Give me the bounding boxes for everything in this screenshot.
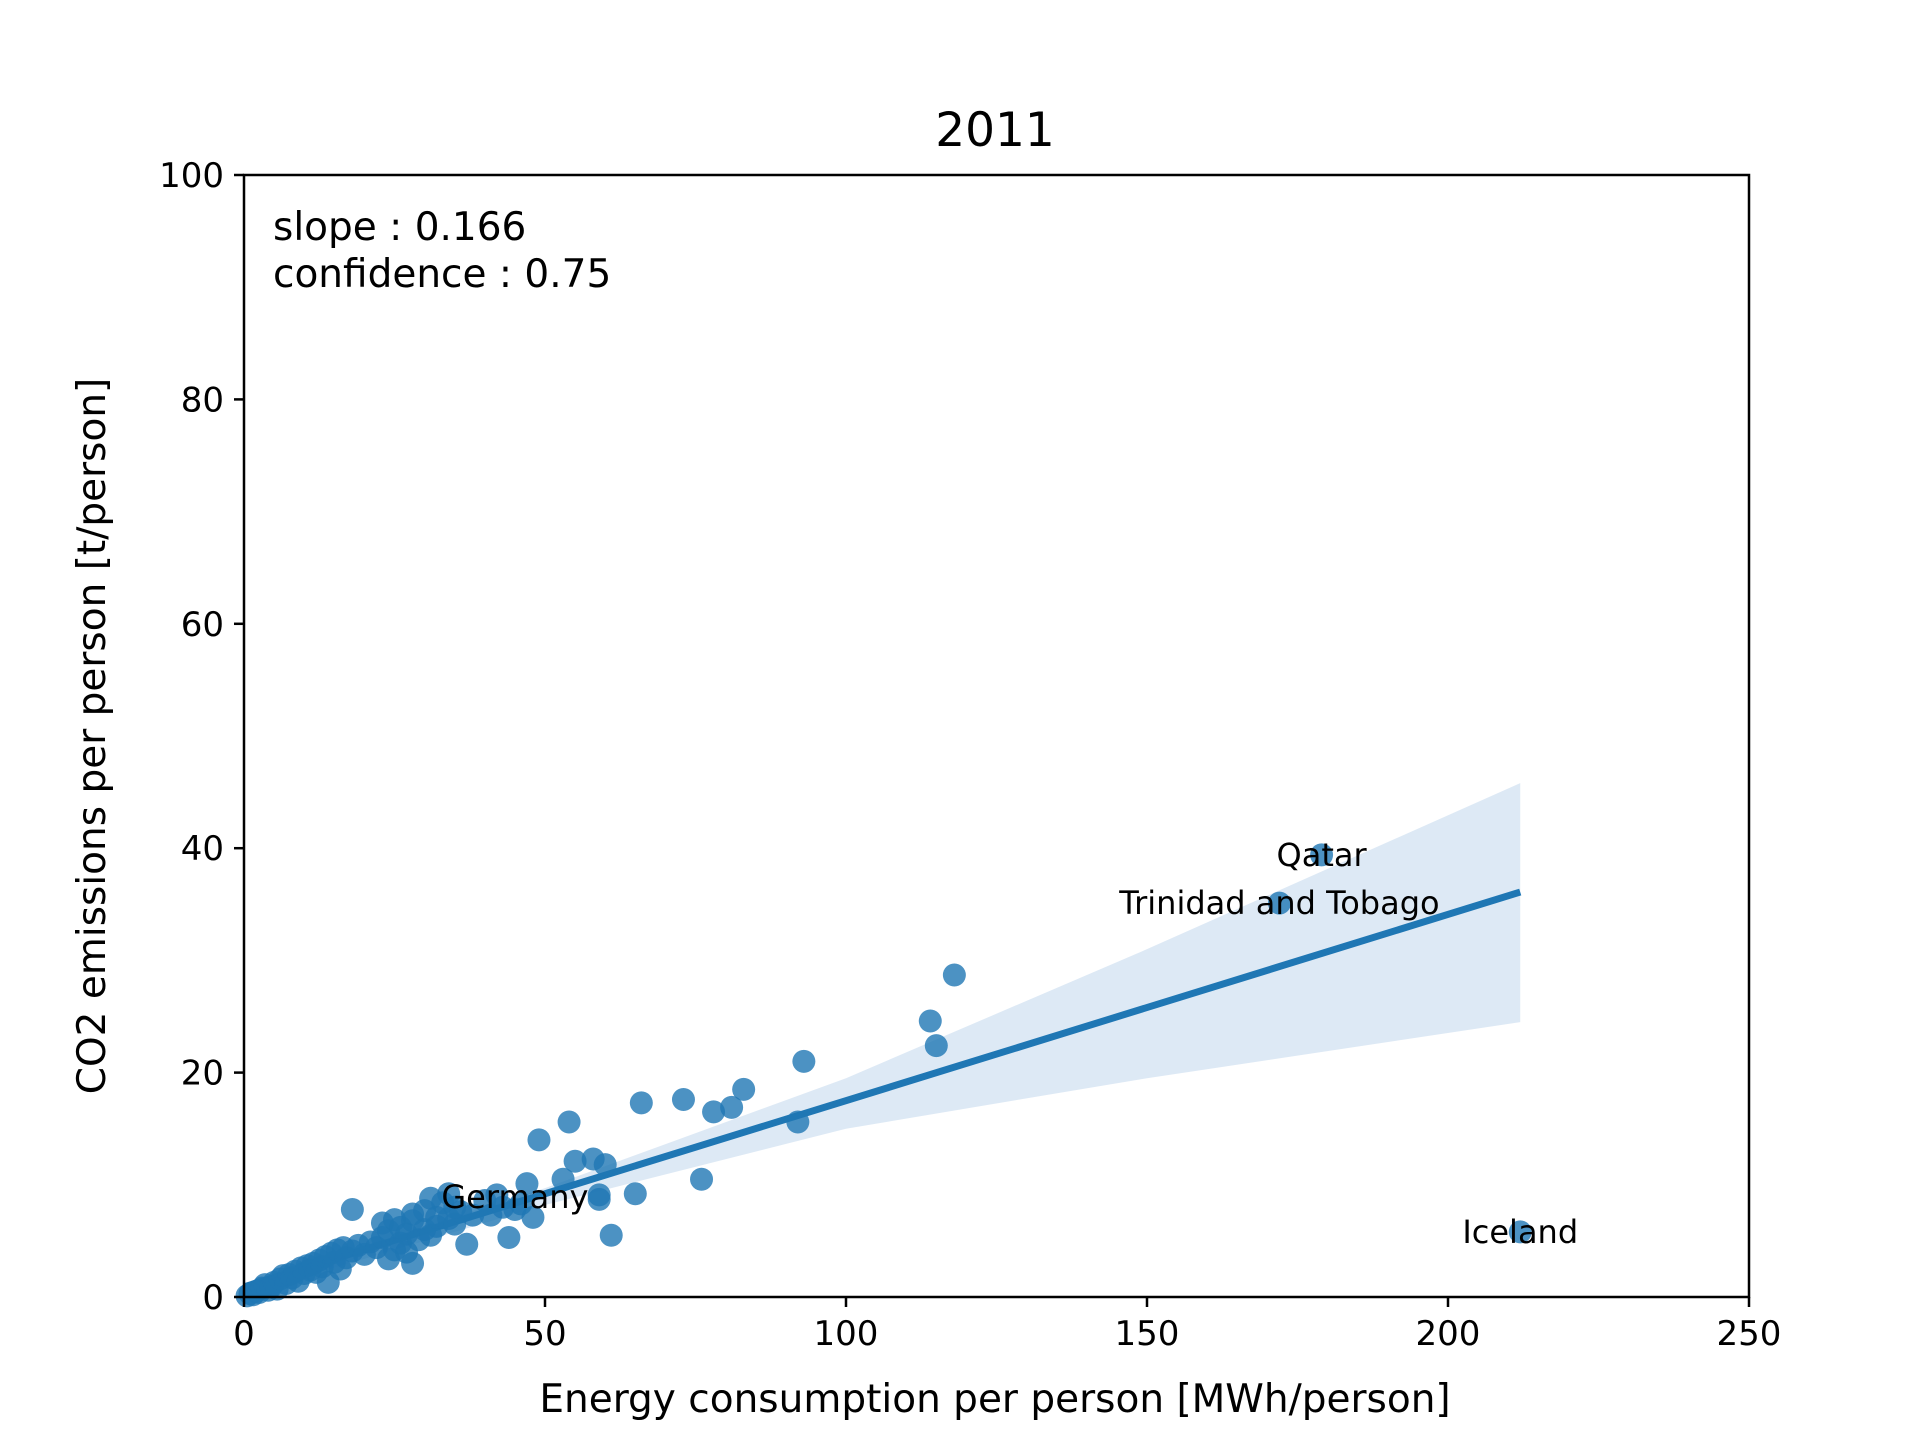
data-point — [690, 1167, 714, 1191]
data-point — [497, 1226, 521, 1250]
data-point — [521, 1205, 545, 1229]
data-point — [557, 1110, 581, 1134]
y-tick-label: 40 — [181, 829, 224, 869]
x-axis-ticks: 0 50 100 150 200 250 — [233, 1297, 1781, 1354]
point-annotation: Germany — [441, 1178, 588, 1216]
data-point — [623, 1182, 647, 1206]
x-tick-label: 250 — [1717, 1314, 1782, 1354]
x-axis-label: Energy consumption per person [MWh/perso… — [539, 1377, 1450, 1422]
y-axis-label: CO2 emissions per person [t/person] — [70, 378, 115, 1095]
data-point — [593, 1153, 617, 1177]
point-annotation: Trinidad and Tobago — [1118, 884, 1439, 922]
data-point — [1508, 1220, 1532, 1244]
slope-text: slope : 0.166 — [273, 205, 526, 250]
data-point — [732, 1077, 756, 1101]
x-tick-label: 50 — [523, 1314, 566, 1354]
x-tick-label: 200 — [1416, 1314, 1481, 1354]
point-annotation: Iceland — [1462, 1213, 1578, 1251]
data-point — [455, 1232, 479, 1256]
y-tick-label: 100 — [159, 156, 224, 196]
confidence-text: confidence : 0.75 — [273, 252, 611, 297]
x-tick-label: 0 — [233, 1314, 255, 1354]
data-point — [515, 1172, 539, 1196]
data-point — [702, 1100, 726, 1124]
y-tick-label: 80 — [181, 380, 224, 420]
data-point — [918, 1009, 942, 1033]
data-point — [527, 1128, 551, 1152]
data-point — [786, 1110, 810, 1134]
data-point — [401, 1251, 425, 1275]
point-annotations: Qatar Trinidad and Tobago Germany Iceland — [441, 836, 1578, 1251]
data-point — [599, 1223, 623, 1247]
plot-area: Qatar Trinidad and Tobago Germany Iceland — [235, 783, 1578, 1308]
data-point — [1310, 843, 1334, 867]
chart-title: 2011 — [935, 103, 1055, 158]
y-tick-label: 60 — [181, 605, 224, 645]
data-point — [924, 1034, 948, 1058]
y-tick-label: 0 — [202, 1278, 224, 1318]
data-point — [340, 1197, 364, 1221]
data-point — [792, 1049, 816, 1073]
data-point — [671, 1088, 695, 1112]
axes-frame — [242, 173, 1751, 1299]
data-point — [942, 963, 966, 987]
data-points — [235, 843, 1532, 1308]
y-axis-ticks: 0 20 40 60 80 100 — [159, 156, 244, 1318]
data-point — [551, 1167, 575, 1191]
data-point — [720, 1095, 744, 1119]
point-annotation: Qatar — [1277, 836, 1368, 874]
data-point — [629, 1091, 653, 1115]
data-point — [563, 1149, 587, 1173]
x-tick-label: 150 — [1115, 1314, 1180, 1354]
data-point — [1267, 891, 1291, 915]
x-tick-label: 100 — [814, 1314, 879, 1354]
data-point — [587, 1183, 611, 1207]
y-tick-label: 20 — [181, 1054, 224, 1094]
